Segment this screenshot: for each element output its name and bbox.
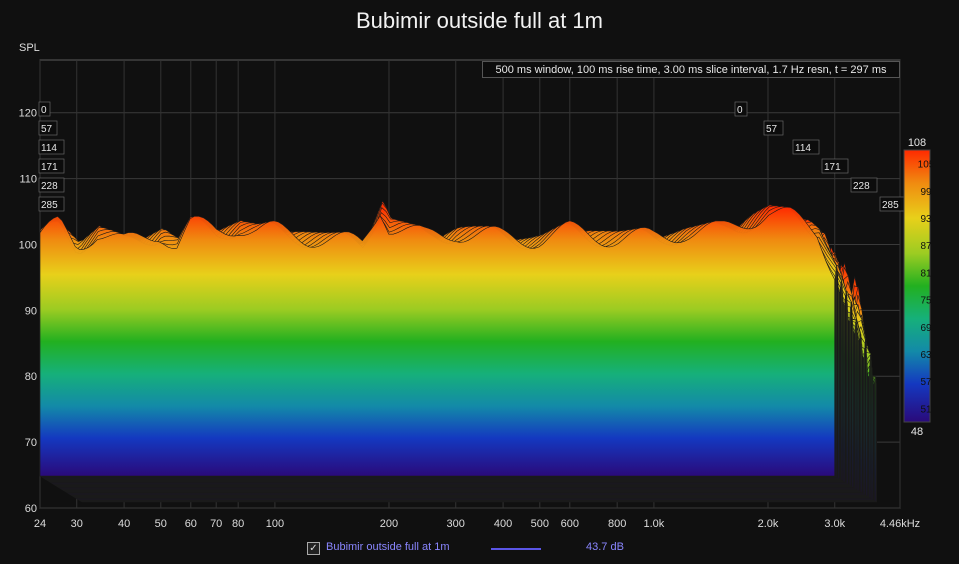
color-scale-max-label: 108	[908, 137, 926, 149]
color-scale-tick: 87	[920, 241, 932, 252]
time-label-box-left	[38, 177, 65, 193]
color-scale-tick: 51	[920, 404, 932, 415]
x-tick-label: 400	[494, 518, 512, 530]
time-label-left: 171	[41, 162, 58, 173]
x-tick-label: 30	[71, 518, 83, 530]
time-label-box-right	[821, 158, 849, 174]
x-tick-label: 50	[155, 518, 167, 530]
x-tick-label: 4.46kHz	[880, 518, 920, 530]
chart-title: Bubimir outside full at 1m	[356, 8, 603, 33]
x-tick-label: 2.0k	[758, 518, 779, 530]
color-scale-tick: 93	[920, 214, 932, 225]
x-tick-label: 3.0k	[824, 518, 845, 530]
color-scale-tick: 69	[920, 323, 932, 334]
y-tick-label: 110	[19, 174, 37, 186]
x-tick-label: 40	[118, 518, 130, 530]
time-label-box-right	[850, 177, 878, 193]
time-label-right: 0	[737, 105, 743, 116]
color-scale-tick: 63	[920, 350, 932, 361]
x-tick-label: 300	[447, 518, 465, 530]
x-tick-label: 60	[185, 518, 197, 530]
time-label-box-left	[38, 158, 65, 174]
time-label-box-right	[763, 120, 784, 136]
time-label-left: 0	[41, 105, 47, 116]
analysis-info-box: 500 ms window, 100 ms rise time, 3.00 ms…	[482, 61, 900, 78]
color-scale-tick: 57	[920, 377, 932, 388]
y-axis-label: SPL	[19, 42, 40, 54]
y-tick-label: 100	[19, 239, 37, 251]
x-tick-label: 24	[34, 518, 46, 530]
legend-checkbox[interactable]: ✓	[307, 542, 320, 555]
x-tick-label: 600	[561, 518, 579, 530]
y-tick-label: 70	[25, 437, 37, 449]
color-scale-tick: 75	[920, 296, 932, 307]
y-tick-label: 60	[25, 503, 37, 515]
legend: ✓ Bubimir outside full at 1m 43.7 dB	[0, 540, 959, 558]
y-tick-label: 120	[19, 108, 37, 120]
time-label-right: 57	[766, 124, 778, 135]
color-scale-tick: 105	[918, 160, 935, 171]
time-label-box-left	[38, 139, 65, 155]
time-label-left: 228	[41, 181, 58, 192]
x-tick-label: 800	[608, 518, 626, 530]
x-tick-label: 100	[266, 518, 284, 530]
waterfall-slices	[39, 200, 877, 503]
time-label-box-right	[734, 101, 748, 117]
legend-value: 43.7 dB	[586, 541, 624, 553]
time-label-box-left	[38, 120, 58, 136]
color-scale-tick: 81	[920, 268, 932, 279]
time-label-right: 114	[795, 143, 811, 154]
x-tick-label: 70	[210, 518, 222, 530]
time-label-right: 228	[853, 181, 870, 192]
time-label-left: 57	[41, 124, 53, 135]
x-tick-label: 500	[531, 518, 549, 530]
time-label-box-left	[38, 196, 65, 212]
time-label-box-right	[792, 139, 820, 155]
time-label-right: 171	[824, 162, 841, 173]
time-label-right: 285	[882, 200, 899, 211]
x-tick-label: 1.0k	[644, 518, 665, 530]
color-scale-tick: 99	[920, 187, 932, 198]
y-tick-label: 90	[25, 305, 37, 317]
color-scale-gradient	[903, 149, 931, 423]
time-label-left: 114	[41, 143, 57, 154]
color-scale-min-label: 48	[911, 426, 923, 438]
time-label-box-left	[38, 101, 51, 117]
time-label-left: 285	[41, 200, 58, 211]
legend-line-swatch	[491, 548, 541, 550]
x-tick-label: 80	[232, 518, 244, 530]
waterfall-slice	[39, 206, 835, 477]
legend-series-label[interactable]: Bubimir outside full at 1m	[326, 541, 450, 553]
color-scale-bar: 108 48 105 99 93 87 81 75 69 63 57 51	[903, 137, 935, 438]
y-tick-label: 80	[25, 371, 37, 383]
axes: 60 70 80 90 100 110 120 24 30 40 50 60 70 80 100 200 300…	[19, 101, 920, 530]
x-tick-label: 200	[380, 518, 398, 530]
